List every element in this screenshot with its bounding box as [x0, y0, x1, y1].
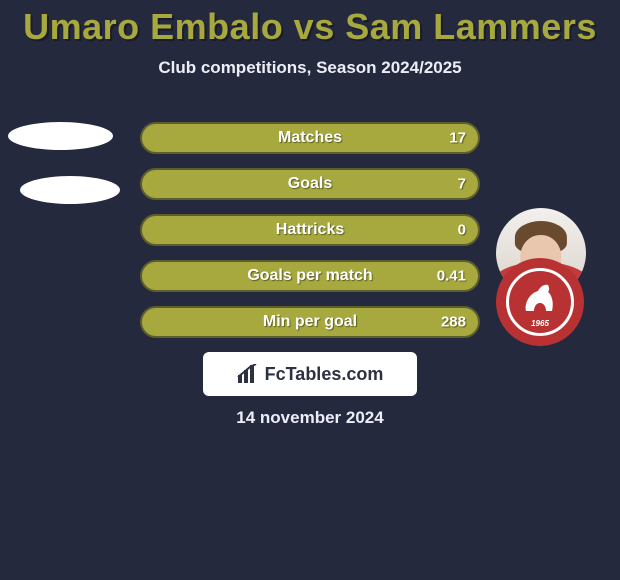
stat-label: Hattricks: [276, 221, 344, 239]
stat-value-p2: 0.41: [437, 268, 466, 285]
stat-label: Goals per match: [247, 267, 372, 285]
stat-label: Goals: [288, 175, 332, 193]
stat-value-p2: 7: [458, 176, 466, 193]
player-1-club-placeholder: [20, 176, 120, 204]
stat-row-goals-per-match: Goals per match 0.41: [140, 260, 480, 292]
stat-row-min-per-goal: Min per goal 288: [140, 306, 480, 338]
stat-row-goals: Goals 7: [140, 168, 480, 200]
stat-value-p2: 288: [441, 314, 466, 331]
stat-value-p2: 0: [458, 222, 466, 239]
stat-row-matches: Matches 17: [140, 122, 480, 154]
stat-value-p2: 17: [449, 130, 466, 147]
branding-text: FcTables.com: [265, 364, 384, 385]
page-title: Umaro Embalo vs Sam Lammers: [0, 6, 620, 48]
stat-label: Matches: [278, 129, 342, 147]
generation-date: 14 november 2024: [0, 408, 620, 428]
player-2-club-badge: 1965: [496, 258, 584, 346]
page-subtitle: Club competitions, Season 2024/2025: [0, 58, 620, 78]
horse-icon: [520, 281, 560, 317]
stats-bars: Matches 17 Goals 7 Hattricks 0 Goals per…: [140, 122, 480, 352]
player-1-photo-placeholder: [8, 122, 113, 150]
branding-badge: FcTables.com: [203, 352, 417, 396]
stat-label: Min per goal: [263, 313, 357, 331]
stat-row-hattricks: Hattricks 0: [140, 214, 480, 246]
club-year: 1965: [531, 319, 549, 328]
bar-chart-icon: [237, 364, 259, 384]
